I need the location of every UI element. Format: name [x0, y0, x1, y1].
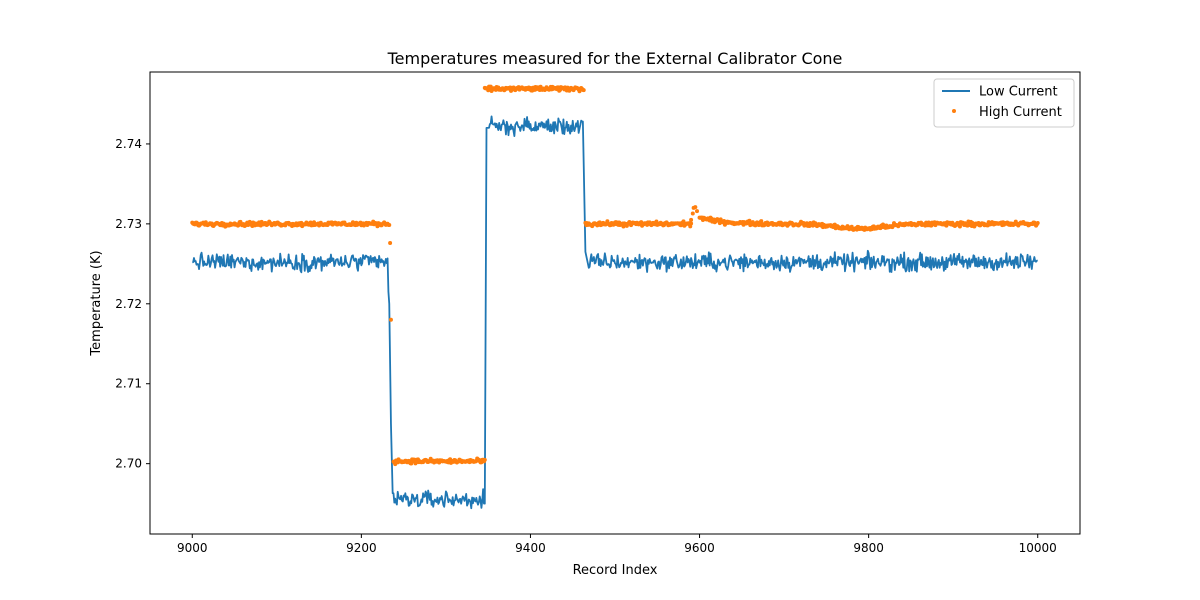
x-tick-label: 9000 [177, 541, 208, 555]
high-current-point [387, 222, 392, 227]
high-current-point [388, 241, 393, 246]
high-current-point [759, 219, 764, 224]
legend-high-current-label: High Current [979, 105, 1062, 120]
y-tick-label: 2.74 [115, 137, 142, 151]
y-axis-label: Temperature (K) [89, 250, 104, 356]
high-current-point [681, 219, 686, 224]
legend-high-current-marker [952, 109, 956, 113]
x-tick-label: 9600 [684, 541, 715, 555]
high-current-point [689, 217, 694, 222]
high-current-point [1035, 220, 1040, 225]
high-current-point [689, 221, 694, 226]
y-axis: 2.70 2.71 2.72 2.73 2.74 [115, 137, 150, 471]
high-current-point [690, 211, 695, 216]
y-tick-label: 2.73 [115, 217, 142, 231]
x-axis: 9000 9200 9400 9600 9800 10000 [177, 534, 1057, 555]
high-current-point [388, 317, 393, 322]
x-tick-label: 10000 [1019, 541, 1057, 555]
y-tick-label: 2.71 [115, 377, 142, 391]
y-tick-label: 2.70 [115, 457, 142, 471]
high-current-point [482, 457, 487, 462]
x-tick-label: 9200 [346, 541, 377, 555]
plot-area [190, 84, 1040, 510]
x-tick-label: 9800 [853, 541, 884, 555]
legend-low-current-label: Low Current [979, 85, 1058, 100]
low-current-series-line [192, 115, 1038, 510]
legend: Low Current High Current [933, 78, 1075, 128]
high-current-series [190, 84, 1040, 467]
chart-title: Temperatures measured for the External C… [387, 49, 843, 68]
high-current-point [747, 218, 752, 223]
high-current-point [695, 209, 700, 214]
high-current-point [693, 205, 698, 210]
x-tick-label: 9400 [515, 541, 546, 555]
plot-frame [149, 71, 1081, 535]
x-axis-label: Record Index [573, 563, 658, 578]
y-tick-label: 2.72 [115, 297, 142, 311]
high-current-point [581, 88, 586, 93]
